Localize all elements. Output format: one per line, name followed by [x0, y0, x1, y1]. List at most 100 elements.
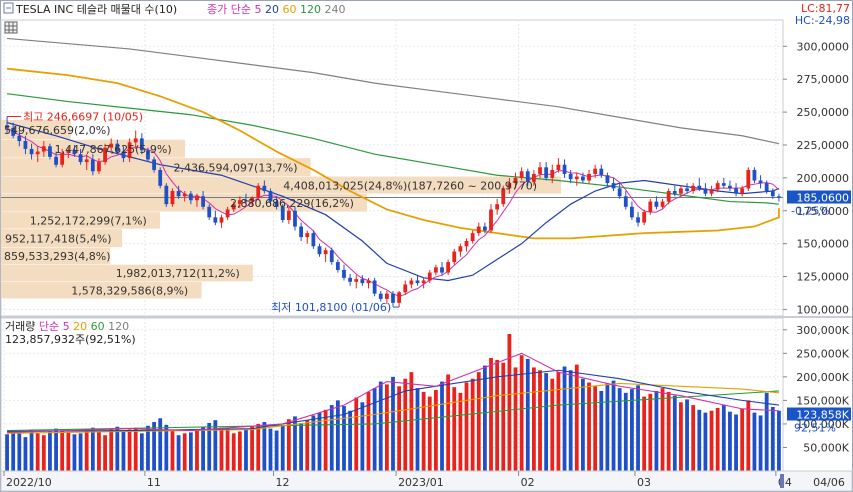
volume-bar	[280, 424, 285, 471]
volume-bar	[715, 407, 720, 471]
candle-body	[464, 241, 469, 247]
volume-bar	[329, 405, 334, 471]
volume-profile-bar	[1, 229, 122, 248]
volume-legend: 거래량 단순 5 20 60 120	[5, 320, 129, 333]
candle-body	[280, 206, 285, 220]
candle	[299, 222, 304, 242]
candle-body	[48, 146, 52, 157]
volume-bar	[213, 420, 218, 471]
candle-body	[311, 233, 316, 247]
candle-body	[764, 183, 769, 192]
candle	[556, 158, 561, 173]
time-tick-label: 2023/01	[398, 476, 444, 489]
candle	[311, 230, 316, 249]
candle-body	[29, 148, 34, 155]
candle	[666, 188, 671, 205]
candle	[482, 222, 487, 234]
volume-bar	[476, 372, 481, 471]
candle	[139, 133, 144, 155]
candle	[29, 143, 34, 160]
candle-body	[421, 280, 426, 284]
grid-settings-icon[interactable]	[4, 21, 18, 34]
volume-bar	[433, 390, 438, 471]
volume-bar	[262, 422, 267, 471]
candle	[464, 238, 469, 252]
candle-body	[286, 210, 291, 220]
volume-bar	[384, 384, 389, 471]
volume-legend-period: 20	[73, 320, 91, 333]
volume-bar	[654, 390, 659, 471]
volume-bar	[642, 396, 647, 471]
volume-bar	[182, 433, 187, 471]
candle	[630, 201, 634, 220]
volume-bar	[274, 430, 279, 471]
ma-legend: 종가 단순 5 20 60 120 240	[207, 3, 345, 16]
candle-body	[354, 279, 359, 282]
volume-bar	[29, 429, 34, 471]
volume-bar	[593, 386, 598, 471]
candle	[715, 180, 720, 193]
volume-profile-bar	[1, 212, 161, 229]
candle	[280, 204, 285, 223]
volume-bar	[72, 434, 77, 471]
volume-bar	[581, 378, 585, 471]
volume-bar	[54, 428, 58, 471]
volume-profile-label: 1,982,013,712(11,2%)	[116, 267, 240, 280]
candle-body	[415, 280, 420, 284]
volume-bar	[354, 397, 359, 471]
candle	[66, 146, 71, 159]
candle-body	[391, 293, 395, 303]
candle	[489, 204, 493, 234]
candle-body	[268, 191, 273, 202]
candle-body	[109, 143, 114, 148]
candle	[470, 230, 475, 244]
candle-body	[623, 196, 628, 207]
volume-bar	[158, 418, 163, 471]
candle	[519, 167, 524, 181]
price-axis: 300,0000 275,0000 250,0000 225,0000 200,0000…	[783, 40, 849, 316]
volume-bar	[335, 400, 340, 471]
candle	[268, 188, 273, 205]
candle-body	[188, 193, 193, 201]
volume-bar	[188, 432, 193, 471]
chart-title: TESLA INC 테슬라 매물대 수(10)	[15, 3, 177, 16]
candle-body	[397, 292, 402, 303]
scroll-handle[interactable]	[780, 474, 784, 488]
volume-bar	[378, 381, 383, 471]
candle-body	[593, 168, 598, 174]
candle	[648, 198, 653, 215]
candle-body	[360, 279, 365, 284]
ma120-line	[6, 93, 780, 205]
current-volume: 123,858K	[796, 409, 849, 422]
volume-bar	[574, 364, 579, 471]
candle	[421, 277, 426, 289]
candle	[11, 122, 16, 139]
low-annotation: 최저 101,8100 (01/06)	[271, 301, 391, 314]
volume-bar	[734, 414, 738, 471]
candle	[752, 167, 757, 184]
current-change: -0,25%	[791, 205, 830, 218]
volume-profile-bar	[1, 264, 253, 282]
candle-body	[164, 185, 169, 205]
time-tick-label: 11	[147, 476, 161, 489]
candle-body	[617, 188, 622, 197]
volume-bar	[231, 433, 236, 471]
candle	[593, 164, 598, 178]
candle	[770, 188, 775, 199]
lc-value: LC:81,77	[801, 2, 850, 15]
volume-legend-period: 120	[108, 320, 129, 333]
volume-bar	[66, 432, 71, 471]
candle	[84, 154, 89, 170]
volume-bar	[660, 388, 665, 471]
volume-ma5-line	[7, 352, 779, 433]
candle-body	[115, 143, 120, 152]
volume-bar	[685, 399, 689, 471]
volume-tick-label: 200,000K	[796, 371, 849, 384]
candle	[777, 193, 781, 202]
candle-body	[121, 151, 126, 159]
candle-body	[329, 250, 334, 263]
volume-bar	[525, 358, 530, 471]
volume-bar	[397, 386, 402, 471]
volume-bar	[679, 402, 683, 471]
candle	[262, 180, 267, 194]
